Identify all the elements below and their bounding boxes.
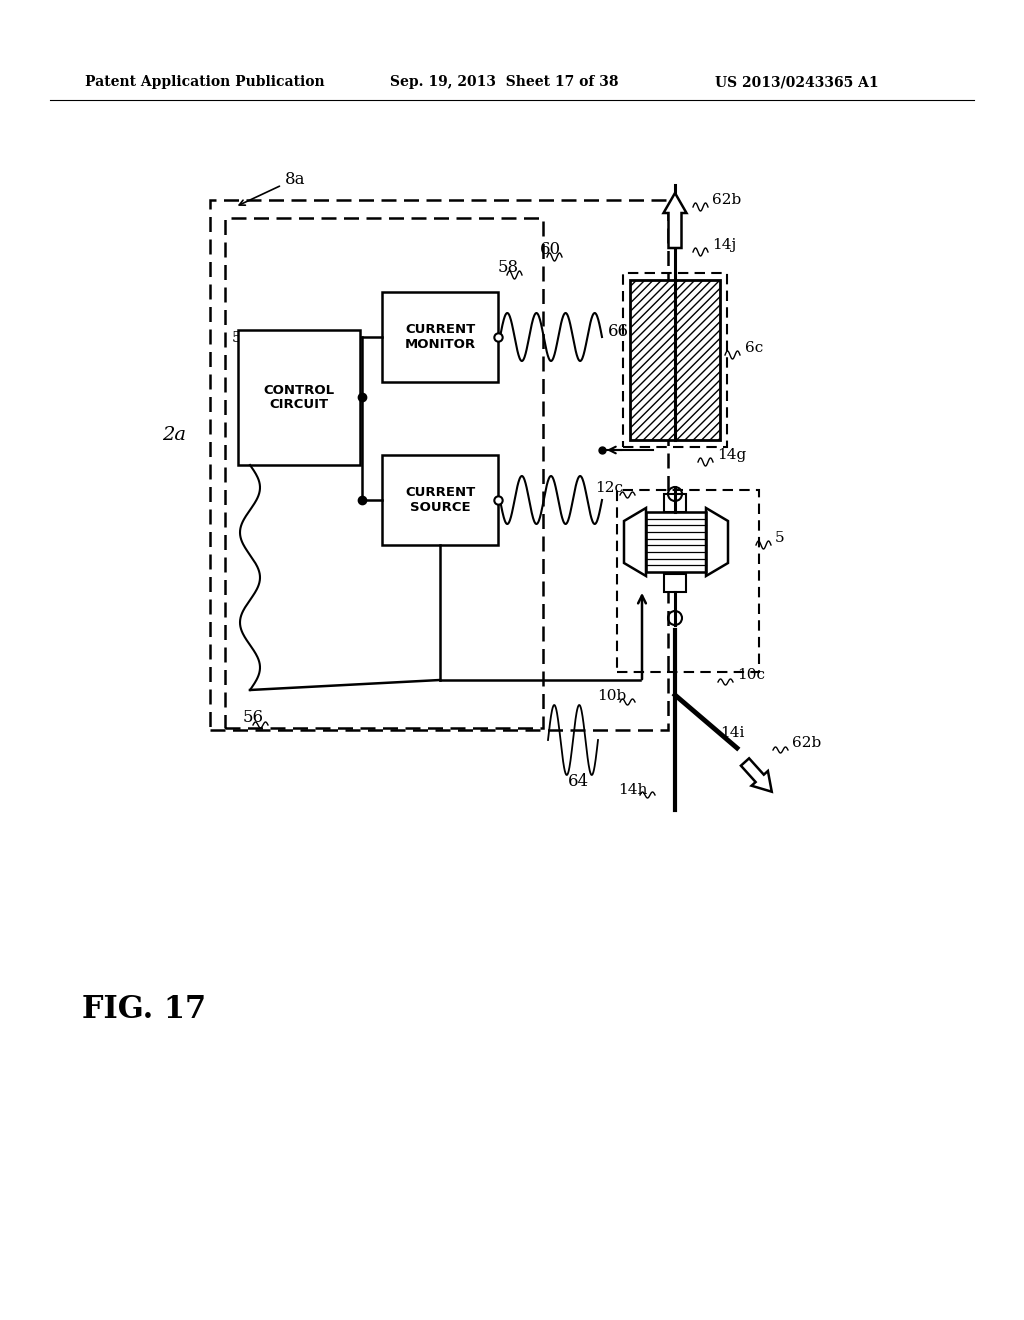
Bar [617,490,759,672]
FancyArrow shape [664,193,686,248]
Text: 10b: 10b [597,689,627,704]
Bar [623,273,727,447]
Text: 58: 58 [498,259,519,276]
Text: Sep. 19, 2013  Sheet 17 of 38: Sep. 19, 2013 Sheet 17 of 38 [390,75,618,88]
Text: 12c: 12c [595,480,623,495]
Text: 14i: 14i [720,726,744,741]
Text: CURRENT
MONITOR: CURRENT MONITOR [404,323,475,351]
Text: US 2013/0243365 A1: US 2013/0243365 A1 [715,75,879,88]
Bar [664,494,686,512]
Text: 56: 56 [243,710,264,726]
Text: 14g: 14g [717,447,746,462]
Bar [225,218,543,729]
Text: 66: 66 [608,323,629,341]
Text: Patent Application Publication: Patent Application Publication [85,75,325,88]
Bar [238,330,360,465]
Bar [210,201,668,730]
Text: FIG. 17: FIG. 17 [82,994,206,1026]
Bar [630,280,720,440]
Text: 60: 60 [540,240,561,257]
Text: 64: 64 [568,774,589,791]
Text: 10c: 10c [737,668,765,682]
Bar [382,455,498,545]
Bar [382,292,498,381]
Text: 2a: 2a [162,426,186,444]
Text: 5: 5 [775,531,784,545]
Bar [664,574,686,591]
Text: 54a: 54a [232,331,260,345]
Text: 8a: 8a [285,172,305,189]
Text: CURRENT
SOURCE: CURRENT SOURCE [404,486,475,513]
Bar [646,512,706,572]
Text: 62b: 62b [712,193,741,207]
Text: 14j: 14j [712,238,736,252]
Text: 14h: 14h [618,783,647,797]
Text: CONTROL
CIRCUIT: CONTROL CIRCUIT [263,384,335,412]
FancyArrow shape [741,758,772,792]
Text: 6c: 6c [745,341,763,355]
Text: 62b: 62b [792,737,821,750]
